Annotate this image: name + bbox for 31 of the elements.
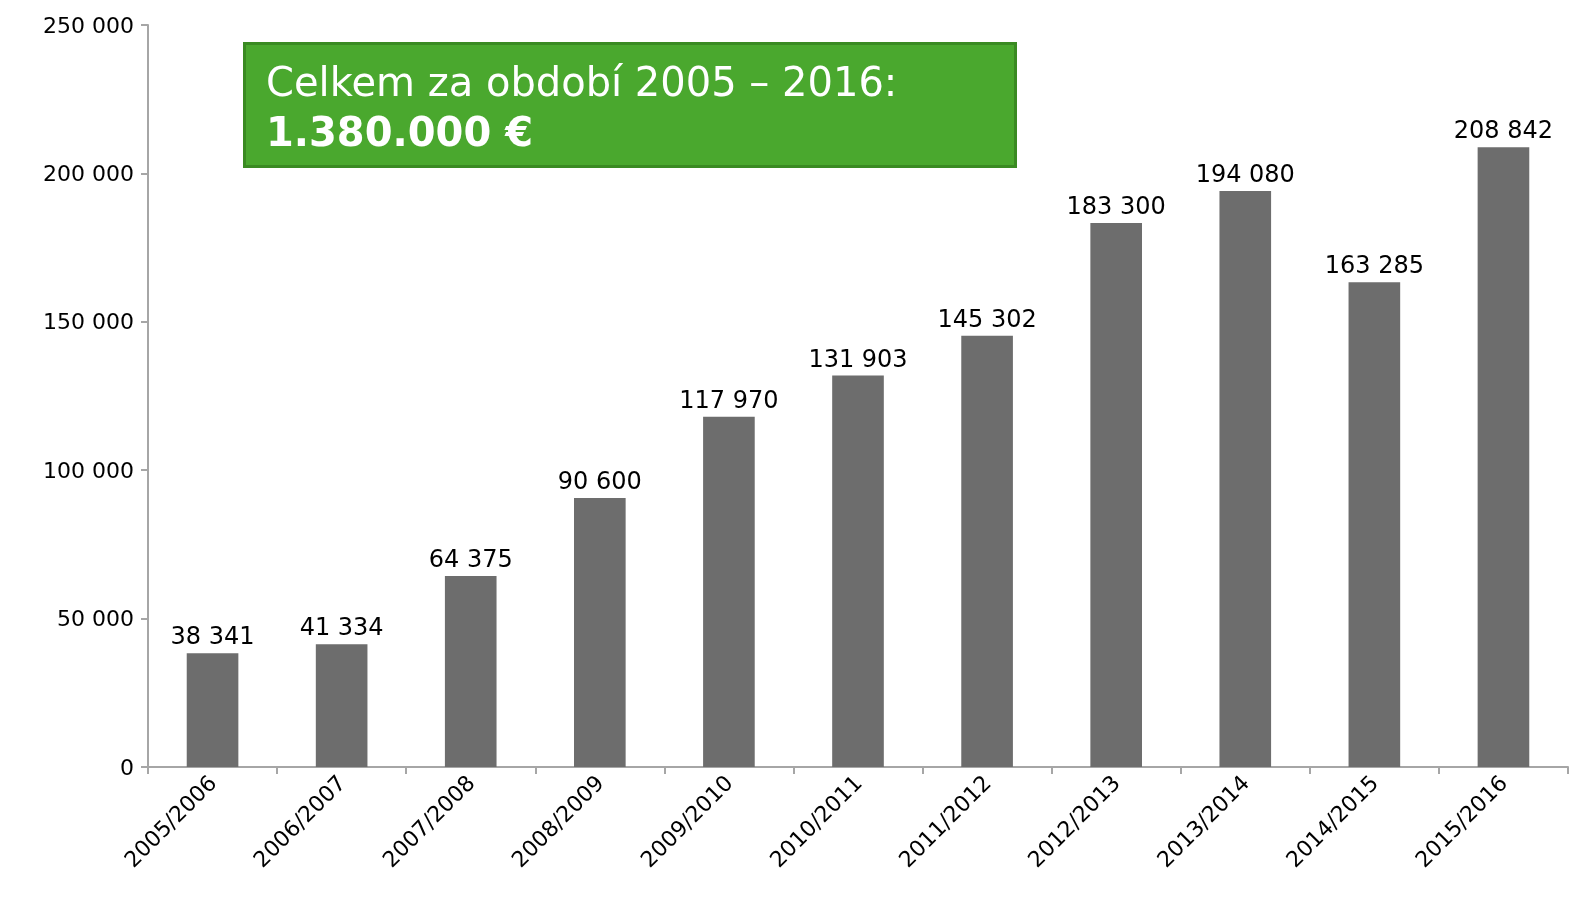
bar — [186, 653, 239, 767]
bar — [1090, 222, 1142, 767]
data-label: 38 341 — [170, 622, 255, 651]
data-label: 131 903 — [808, 344, 908, 373]
y-tick-label: 200 000 — [43, 160, 134, 186]
y-tick-label: 0 — [120, 754, 134, 780]
data-label: 183 300 — [1066, 191, 1166, 220]
data-label: 145 302 — [937, 304, 1037, 333]
annotation: Celkem za období 2005 – 2016: — [266, 58, 899, 107]
data-label: 117 970 — [679, 385, 779, 414]
y-tick-label: 50 000 — [57, 606, 134, 632]
data-label: 163 285 — [1324, 251, 1424, 280]
bar — [703, 416, 755, 767]
bar — [315, 644, 368, 767]
bar — [444, 575, 497, 767]
data-label: 90 600 — [557, 467, 642, 496]
y-tick-label: 150 000 — [43, 309, 134, 335]
bar — [574, 498, 626, 767]
note-box: Celkem za období 2005 – 2016: 1.380.000 € — [243, 42, 1017, 168]
data-label: 208 842 — [1453, 116, 1554, 145]
data-label: 194 080 — [1195, 159, 1295, 188]
y-tick-label: 100 000 — [43, 457, 134, 483]
bar — [1477, 147, 1530, 767]
bar — [832, 375, 884, 767]
data-label: 41 334 — [299, 613, 384, 642]
y-tick-label: 250 000 — [43, 12, 134, 38]
bar — [961, 335, 1013, 767]
annotation: 1.380.000 € — [266, 108, 534, 157]
bar — [1219, 190, 1272, 767]
data-label: 64 375 — [428, 544, 513, 573]
bar — [1348, 282, 1401, 767]
